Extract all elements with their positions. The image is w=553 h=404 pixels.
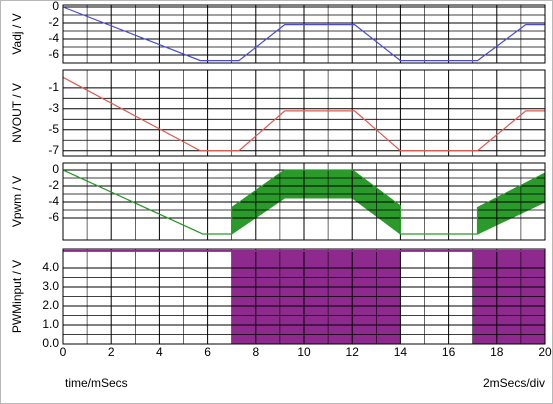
x-tick-label: 12 xyxy=(346,345,360,359)
x-tick-label: 10 xyxy=(297,345,311,359)
plot-border xyxy=(62,69,546,157)
y-tick-label: 0 xyxy=(52,0,59,13)
y-tick-label: -2 xyxy=(48,15,59,29)
x-tick-label: 2 xyxy=(108,345,115,359)
y-tick-label: -1 xyxy=(48,80,59,94)
x-tick-label: 0 xyxy=(60,345,67,359)
y-tick-label: -5 xyxy=(48,122,59,136)
annotation: 2mSecs/div xyxy=(483,376,545,390)
y-tick-label: 0.0 xyxy=(42,336,59,350)
plot-border xyxy=(62,248,546,345)
y-axis-label: NVOUT / V xyxy=(10,83,24,143)
plot-border xyxy=(62,4,546,64)
y-tick-label: -3 xyxy=(48,101,59,115)
y-tick-label: 3.0 xyxy=(42,279,59,293)
series-line xyxy=(62,169,546,235)
series-line xyxy=(62,6,545,62)
y-tick-label: -2 xyxy=(48,178,59,192)
y-axis-label: Vpwm / V xyxy=(10,176,24,227)
y-axis-label: Vadj / V xyxy=(10,13,24,54)
y-tick-label: -6 xyxy=(48,210,59,224)
x-tick-label: 14 xyxy=(394,345,408,359)
plot-border xyxy=(62,162,546,241)
y-tick-label: -4 xyxy=(48,194,59,208)
y-tick-label: 2.0 xyxy=(42,298,59,312)
y-tick-label: 4.0 xyxy=(42,260,59,274)
y-tick-label: -6 xyxy=(48,47,59,61)
x-tick-label: 4 xyxy=(156,345,163,359)
x-tick-label: 20 xyxy=(538,345,552,359)
y-axis-label: PWMinput / V xyxy=(10,260,24,333)
y-tick-label: 0 xyxy=(52,162,59,176)
y-tick-label: -7 xyxy=(48,143,59,157)
pulse-fill xyxy=(472,250,545,344)
x-tick-label: 8 xyxy=(252,345,259,359)
y-tick-label: -4 xyxy=(48,31,59,45)
x-tick-label: 16 xyxy=(442,345,456,359)
pulse-fill xyxy=(231,250,401,344)
series-line xyxy=(62,76,545,152)
x-tick-label: 18 xyxy=(490,345,504,359)
x-tick-label: 6 xyxy=(204,345,211,359)
y-tick-label: 1.0 xyxy=(42,317,59,331)
x-axis-label: time/mSecs xyxy=(65,376,128,390)
